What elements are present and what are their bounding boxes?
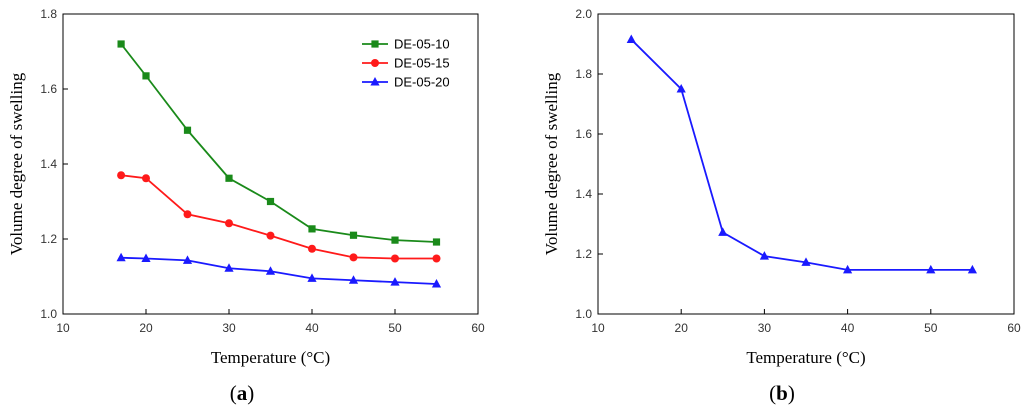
x-axis-label: Temperature (°C) (746, 348, 865, 367)
series-line (121, 256, 437, 285)
y-tick-label: 1.6 (575, 127, 592, 141)
x-tick-label: 30 (758, 321, 772, 335)
x-tick-label: 50 (924, 321, 938, 335)
data-point-triangle (718, 227, 728, 236)
y-axis-label: Volume degree of swelling (542, 72, 561, 255)
y-tick-label: 1.8 (575, 67, 592, 81)
data-point-square (225, 174, 233, 182)
series-line (120, 174, 437, 260)
data-point-triangle (116, 252, 126, 262)
y-axis-label: Volume degree of swelling (7, 72, 26, 255)
caption-paren-close: ) (788, 381, 795, 405)
legend-item: DE-05-10 (362, 37, 450, 52)
series-line (120, 43, 437, 243)
data-point-triangle (390, 277, 400, 286)
data-point-circle (117, 171, 126, 180)
data-point-triangle (370, 77, 380, 86)
y-tick-label: 1.4 (575, 187, 592, 201)
x-tick-label: 60 (1007, 321, 1021, 335)
panel-a: 10 20 30 40 50 60 1.0 1.2 1.4 1.6 1.8 Temperature (… (7, 7, 485, 405)
x-tick-label: 10 (591, 321, 605, 335)
x-tick-label: 50 (388, 321, 402, 335)
x-tick-label: 40 (305, 321, 319, 335)
data-point-triangle (141, 253, 151, 262)
caption-paren-close: ) (247, 381, 254, 405)
panel-caption: (a) (230, 381, 255, 405)
legend-item: DE-05-20 (362, 75, 450, 90)
caption-letter: a (237, 381, 248, 405)
series-0 (117, 40, 441, 246)
series-1 (117, 171, 441, 263)
y-tick-label: 1.8 (40, 7, 57, 21)
caption-paren-open: ( (769, 381, 776, 405)
legend-item: DE-05-15 (362, 56, 450, 71)
y-tick-label: 2.0 (575, 7, 592, 21)
y-tick-label: 1.2 (575, 247, 592, 261)
series-line (630, 38, 973, 271)
data-point-circle (183, 210, 192, 219)
legend-label: DE-05-20 (394, 75, 450, 90)
data-point-square (308, 225, 316, 233)
data-point-circle (225, 219, 233, 228)
plot-frame (597, 13, 1015, 315)
panel-b: 10 20 30 40 50 60 1.0 1.2 1.4 1.6 1.8 2.0 Temperatur… (542, 7, 1021, 405)
data-point-triangle (801, 257, 811, 266)
series-2 (116, 252, 442, 288)
data-point-triangle (265, 266, 276, 275)
x-tick-label: 30 (222, 321, 236, 335)
data-point-triangle (431, 279, 442, 288)
data-point-circle (266, 231, 275, 240)
data-point-circle (308, 244, 316, 253)
data-point-triangle (676, 84, 686, 93)
data-point-circle (142, 174, 150, 183)
caption-letter: b (776, 381, 788, 405)
data-point-triangle (967, 264, 977, 274)
data-point-triangle (926, 264, 936, 274)
data-point-triangle (182, 255, 193, 264)
data-point-square (266, 197, 275, 206)
legend-label: DE-05-10 (394, 37, 450, 52)
y-tick-label: 1.4 (40, 157, 57, 171)
data-point-square (117, 40, 125, 48)
x-tick-label: 10 (56, 321, 70, 335)
series-0 (626, 34, 977, 274)
y-tick-label: 1.2 (40, 232, 57, 246)
data-point-triangle (307, 273, 317, 282)
data-point-square (349, 231, 358, 239)
data-point-circle (349, 253, 358, 262)
x-tick-label: 20 (139, 321, 153, 335)
data-point-square (371, 40, 379, 48)
y-tick-label: 1.6 (40, 82, 57, 96)
x-axis-label: Temperature (°C) (211, 348, 330, 367)
data-point-triangle (759, 251, 769, 260)
legend: DE-05-10 DE-05-15 DE-05-20 (362, 37, 450, 90)
data-point-square (142, 72, 150, 80)
data-point-square (391, 236, 399, 244)
y-tick-label: 1.0 (40, 307, 57, 321)
data-point-triangle (626, 34, 636, 43)
legend-label: DE-05-15 (394, 56, 450, 71)
x-tick-label: 20 (675, 321, 689, 335)
data-point-circle (432, 254, 441, 263)
y-tick-label: 1.0 (575, 307, 592, 321)
panel-caption: (b) (769, 381, 795, 405)
data-point-triangle (843, 264, 853, 274)
data-point-square (432, 238, 441, 246)
data-point-triangle (348, 275, 359, 284)
data-point-circle (371, 59, 379, 67)
data-point-square (183, 126, 192, 134)
x-tick-label: 40 (841, 321, 855, 335)
caption-paren-open: ( (230, 381, 237, 405)
x-tick-label: 60 (471, 321, 485, 335)
data-point-circle (391, 254, 399, 263)
data-point-triangle (224, 263, 234, 272)
